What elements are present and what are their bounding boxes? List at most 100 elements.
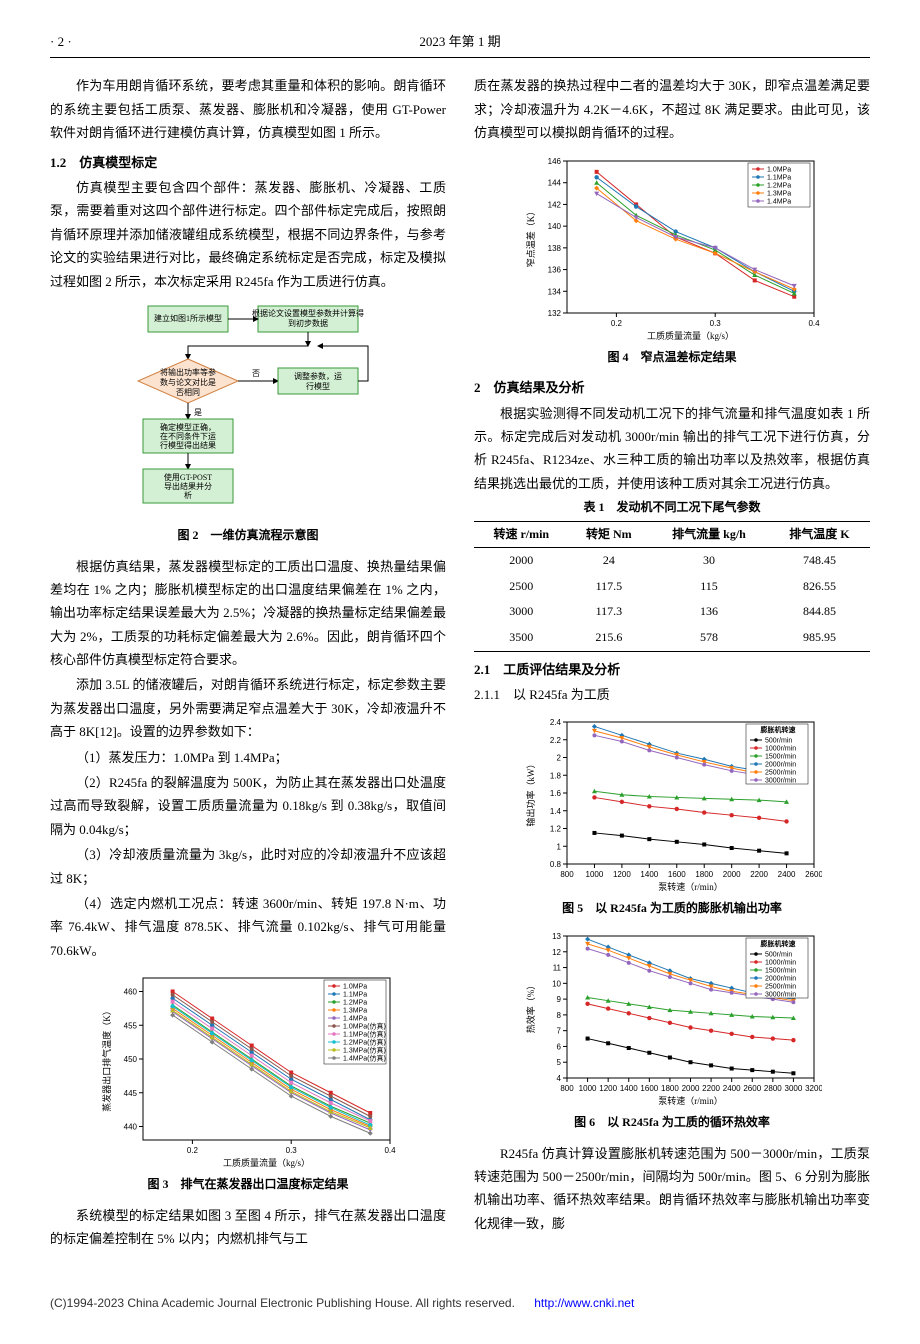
svg-text:138: 138 <box>548 243 562 252</box>
table-row: 3000117.3136844.85 <box>474 599 870 625</box>
svg-text:膨胀机转速: 膨胀机转速 <box>760 725 796 734</box>
figure-5-caption: 图 5 以 R245fa 为工质的膨胀机输出功率 <box>474 898 870 920</box>
svg-text:1000: 1000 <box>579 1084 597 1093</box>
svg-text:0.2: 0.2 <box>611 319 623 328</box>
svg-text:2.2: 2.2 <box>550 736 562 745</box>
svg-text:0.4: 0.4 <box>808 319 820 328</box>
svg-text:2500r/min: 2500r/min <box>765 984 796 991</box>
svg-text:445: 445 <box>124 1089 138 1098</box>
table-row: 20002430748.45 <box>474 548 870 574</box>
svg-text:1.1MPa(仿真): 1.1MPa(仿真) <box>343 1030 386 1039</box>
svg-text:1800: 1800 <box>661 1084 679 1093</box>
svg-text:1400: 1400 <box>640 870 658 879</box>
svg-text:2000: 2000 <box>723 870 741 879</box>
figure-4-caption: 图 4 窄点温差标定结果 <box>474 347 870 369</box>
svg-text:1.2MPa: 1.2MPa <box>343 1000 367 1007</box>
svg-text:2000r/min: 2000r/min <box>765 762 796 769</box>
svg-text:0.2: 0.2 <box>187 1146 199 1155</box>
svg-text:到初步数据: 到初步数据 <box>288 318 328 328</box>
svg-text:在不同条件下运: 在不同条件下运 <box>160 431 216 441</box>
svg-text:1200: 1200 <box>599 1084 617 1093</box>
svg-text:1.1MPa: 1.1MPa <box>343 992 367 999</box>
svg-text:2000r/min: 2000r/min <box>765 976 796 983</box>
svg-text:1: 1 <box>557 843 562 852</box>
svg-text:2: 2 <box>557 754 562 763</box>
figure-2-caption: 图 2 一维仿真流程示意图 <box>50 525 446 547</box>
svg-text:泵转速（r/min）: 泵转速（r/min） <box>658 881 723 892</box>
svg-text:3000r/min: 3000r/min <box>765 992 796 999</box>
svg-text:使用GT-POST: 使用GT-POST <box>164 472 212 482</box>
svg-text:460: 460 <box>124 988 138 997</box>
section-2-1-heading: 2.1 工质评估结果及分析 <box>474 658 870 681</box>
table-row: 3500215.6578985.95 <box>474 625 870 651</box>
svg-text:2000: 2000 <box>682 1084 700 1093</box>
svg-text:行模型: 行模型 <box>306 381 330 391</box>
svg-text:10: 10 <box>552 979 561 988</box>
cnki-link[interactable]: http://www.cnki.net <box>534 1296 634 1310</box>
table-1: 转速 r/min转矩 Nm排气流量 kg/h排气温度 K 20002430748… <box>474 521 870 652</box>
svg-text:1.8: 1.8 <box>550 772 562 781</box>
svg-text:1.1MPa: 1.1MPa <box>767 174 791 181</box>
svg-text:450: 450 <box>124 1055 138 1064</box>
svg-text:132: 132 <box>548 309 562 318</box>
svg-text:8: 8 <box>557 1011 562 1020</box>
svg-text:134: 134 <box>548 287 562 296</box>
figure-5-chart: 8001000120014001600180020002200240026000… <box>474 714 870 920</box>
svg-text:行模型得出结果: 行模型得出结果 <box>160 440 216 450</box>
svg-text:455: 455 <box>124 1021 138 1030</box>
svg-text:142: 142 <box>548 200 562 209</box>
svg-text:否相同: 否相同 <box>176 387 200 397</box>
svg-text:1.2: 1.2 <box>550 825 562 834</box>
svg-text:2400: 2400 <box>778 870 796 879</box>
table-col-header: 排气流量 kg/h <box>649 521 769 548</box>
table-1-caption: 表 1 发动机不同工况下尾气参数 <box>474 497 870 519</box>
svg-text:1.4: 1.4 <box>550 807 562 816</box>
section-1-2-heading: 1.2 仿真模型标定 <box>50 151 446 174</box>
svg-text:144: 144 <box>548 178 562 187</box>
svg-text:窄点温差（K）: 窄点温差（K） <box>525 206 536 267</box>
svg-text:136: 136 <box>548 265 562 274</box>
svg-text:146: 146 <box>548 157 562 166</box>
svg-text:140: 140 <box>548 222 562 231</box>
svg-text:工质质量流量（kg/s）: 工质质量流量（kg/s） <box>647 330 734 341</box>
svg-text:500r/min: 500r/min <box>765 952 792 959</box>
svg-text:1.2MPa: 1.2MPa <box>767 182 791 189</box>
section-2-1-1-heading: 2.1.1 以 R245fa 为工质 <box>474 683 870 706</box>
figure-2-flowchart: 建立如图1所示模型 根据论文设置模型参数并计算得 到初步数据 将输出功率等参 数… <box>50 301 446 547</box>
svg-text:1.4MPa: 1.4MPa <box>767 198 791 205</box>
svg-text:数与论文对比是: 数与论文对比是 <box>160 377 216 387</box>
svg-text:3200: 3200 <box>805 1084 822 1093</box>
svg-text:6: 6 <box>557 1042 562 1051</box>
page-header: · 2 · 2023 年第 1 期 <box>50 30 870 58</box>
svg-text:800: 800 <box>560 870 574 879</box>
svg-text:3000: 3000 <box>785 1084 803 1093</box>
paragraph: 系统模型的标定结果如图 3 至图 4 所示，排气在蒸发器出口温度的标定偏差控制在… <box>50 1204 446 1251</box>
svg-text:调整参数，运: 调整参数，运 <box>294 371 342 381</box>
issue-label: 2023 年第 1 期 <box>419 34 500 49</box>
svg-text:1.6: 1.6 <box>550 789 562 798</box>
svg-text:将输出功率等参: 将输出功率等参 <box>160 367 216 377</box>
svg-text:1600: 1600 <box>640 1084 658 1093</box>
list-item: （2）R245fa 的裂解温度为 500K，为防止其在蒸发器出口处温度过高而导致… <box>50 771 446 841</box>
svg-text:1500r/min: 1500r/min <box>765 968 796 975</box>
paragraph: 作为车用朗肯循环系统，要考虑其重量和体积的影响。朗肯循环的系统主要包括工质泵、蒸… <box>50 74 446 144</box>
svg-text:热效率（%）: 热效率（%） <box>525 981 536 1034</box>
list-item: （3）冷却液质量流量为 3kg/s，此时对应的冷却液温升不应该超过 8K； <box>50 843 446 890</box>
svg-text:导出结果并分: 导出结果并分 <box>164 481 212 491</box>
left-column: 作为车用朗肯循环系统，要考虑其重量和体积的影响。朗肯循环的系统主要包括工质泵、蒸… <box>50 74 446 1252</box>
right-column: 质在蒸发器的换热过程中二者的温差均大于 30K，即窄点温差满足要求；冷却液温升为… <box>474 74 870 1252</box>
svg-text:1.2MPa(仿真): 1.2MPa(仿真) <box>343 1038 386 1047</box>
table-col-header: 排气温度 K <box>769 521 870 548</box>
paragraph: 仿真模型主要包含四个部件：蒸发器、膨胀机、冷凝器、工质泵，需要着重对这四个部件进… <box>50 176 446 293</box>
svg-text:2.4: 2.4 <box>550 718 562 727</box>
table-col-header: 转矩 Nm <box>569 521 650 548</box>
figure-3-chart: 0.20.30.4440445450455460工质质量流量（kg/s）蒸发器出… <box>50 970 446 1196</box>
page-footer: (C)1994-2023 China Academic Journal Elec… <box>50 1293 870 1315</box>
svg-text:建立如图1所示模型: 建立如图1所示模型 <box>154 313 222 323</box>
svg-text:2200: 2200 <box>750 870 768 879</box>
svg-text:否: 否 <box>252 369 260 378</box>
svg-text:2400: 2400 <box>723 1084 741 1093</box>
svg-text:500r/min: 500r/min <box>765 738 792 745</box>
svg-text:1000r/min: 1000r/min <box>765 746 796 753</box>
paragraph: 添加 3.5L 的储液罐后，对朗肯循环系统进行标定，标定参数主要为蒸发器出口温度… <box>50 673 446 743</box>
